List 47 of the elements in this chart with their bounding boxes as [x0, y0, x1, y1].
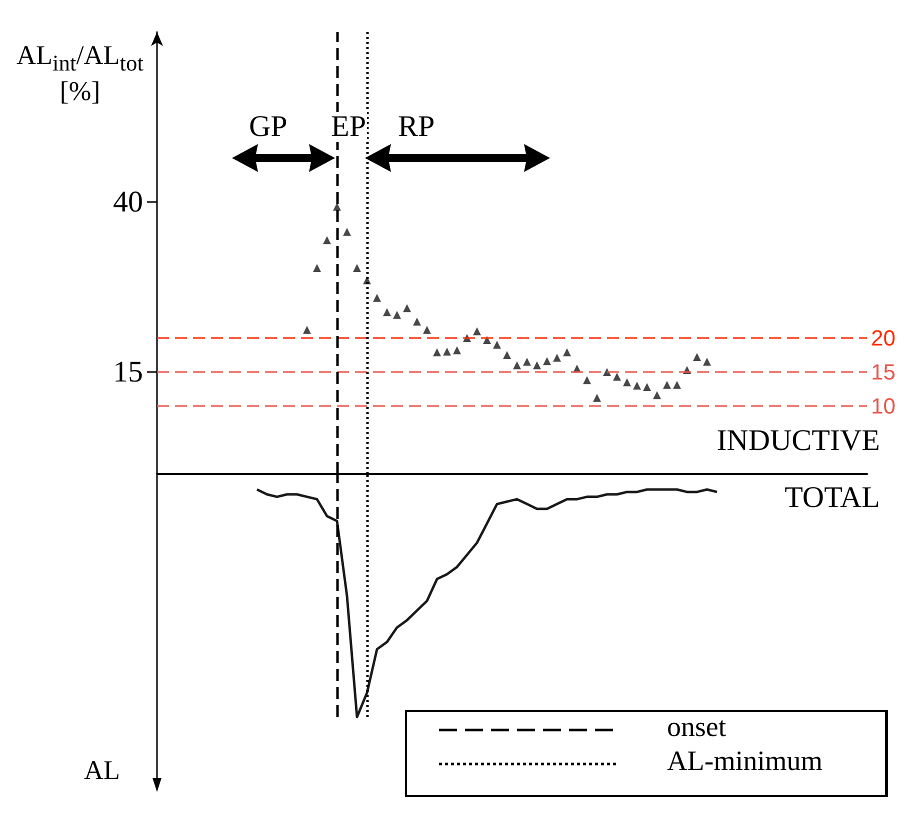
annotation: EP: [330, 110, 368, 143]
point: [303, 326, 311, 334]
y-axis-title: AL: [83, 755, 121, 786]
annotation: RP: [397, 110, 436, 143]
point: [663, 380, 671, 389]
point: [623, 378, 631, 386]
point: [493, 340, 501, 349]
ref-line-label: 10: [871, 394, 896, 418]
point: [443, 348, 451, 356]
point: [583, 376, 591, 384]
point: [313, 264, 321, 272]
point: [473, 327, 481, 336]
y-tick-label: 40: [113, 186, 143, 218]
point: [673, 380, 681, 389]
point: [593, 394, 601, 402]
text: TOTAL: [784, 481, 880, 514]
point: [323, 236, 331, 244]
point: [643, 382, 651, 391]
point: [433, 348, 441, 356]
y-axis-title: AL$_{int}$/AL$_{tot}$ [%]: [15, 40, 145, 108]
point: [343, 228, 351, 236]
point: [513, 361, 521, 370]
point: [563, 348, 571, 356]
point: [503, 351, 511, 359]
point: [453, 346, 461, 354]
ref-line-label: 20: [871, 326, 896, 350]
point: [653, 391, 661, 400]
point: [543, 357, 551, 366]
point: [533, 361, 541, 370]
point: [353, 264, 361, 272]
point: [423, 326, 431, 334]
point: [403, 304, 411, 312]
point: [523, 358, 531, 366]
point: [703, 358, 711, 366]
point: [393, 310, 401, 319]
point: [633, 382, 641, 390]
point: [413, 318, 421, 326]
point: [613, 372, 621, 381]
annotation: onset: [667, 712, 726, 743]
point: [553, 354, 561, 362]
point: [373, 294, 381, 302]
series-label: INDUCTIVE: [716, 424, 880, 457]
text: AL-minimum: [667, 746, 823, 777]
annotation: GP: [248, 110, 288, 143]
point: [383, 308, 391, 316]
point: [693, 353, 701, 362]
ref-line-label: 15: [871, 360, 896, 384]
